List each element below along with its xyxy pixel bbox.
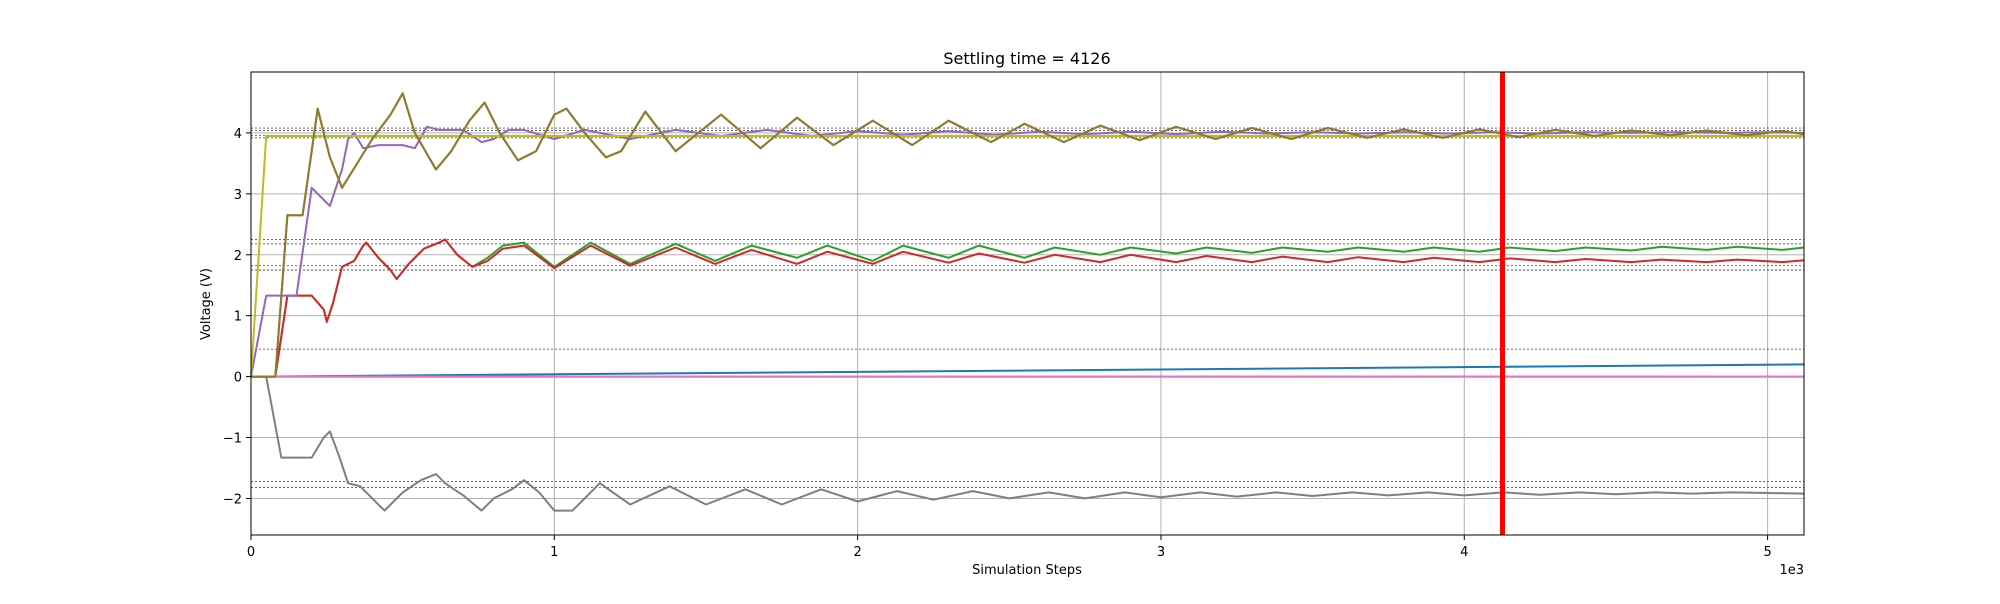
series-line-7 xyxy=(251,375,1805,512)
y-tick-label: 2 xyxy=(234,249,242,264)
y-tick-label: 3 xyxy=(234,188,242,203)
y-tick-label: −2 xyxy=(223,492,242,507)
series-line-8 xyxy=(250,135,1804,377)
x-axis-offset-label: 1e3 xyxy=(1779,563,1804,578)
x-axis-label: Simulation Steps xyxy=(972,563,1082,578)
x-tick-label: 2 xyxy=(854,545,862,560)
series-line-4 xyxy=(250,125,1805,377)
x-tick-label: 4 xyxy=(1460,545,1468,560)
x-tick-label: 3 xyxy=(1157,545,1165,560)
x-tick-label: 1 xyxy=(550,545,558,560)
chart-title: Settling time = 4126 xyxy=(943,49,1110,68)
x-axis-ticks: 0 1 2 3 4 5 xyxy=(247,535,1772,560)
tolerance-bands xyxy=(251,127,1804,488)
x-tick-label: 0 xyxy=(247,545,255,560)
y-tick-label: 1 xyxy=(234,310,242,325)
series-line-3 xyxy=(251,238,1805,378)
series-line-0 xyxy=(250,363,1805,378)
plot-frame xyxy=(250,71,1805,536)
y-tick-label: −1 xyxy=(223,432,242,447)
series-lines xyxy=(250,92,1805,512)
y-tick-label: 0 xyxy=(234,371,242,386)
x-tick-label: 5 xyxy=(1763,545,1771,560)
y-axis-ticks: −2 −1 0 1 2 3 4 xyxy=(223,127,251,507)
y-tick-label: 4 xyxy=(234,127,242,142)
series-line-9 xyxy=(251,92,1805,378)
y-axis-label: Voltage (V) xyxy=(199,268,214,340)
